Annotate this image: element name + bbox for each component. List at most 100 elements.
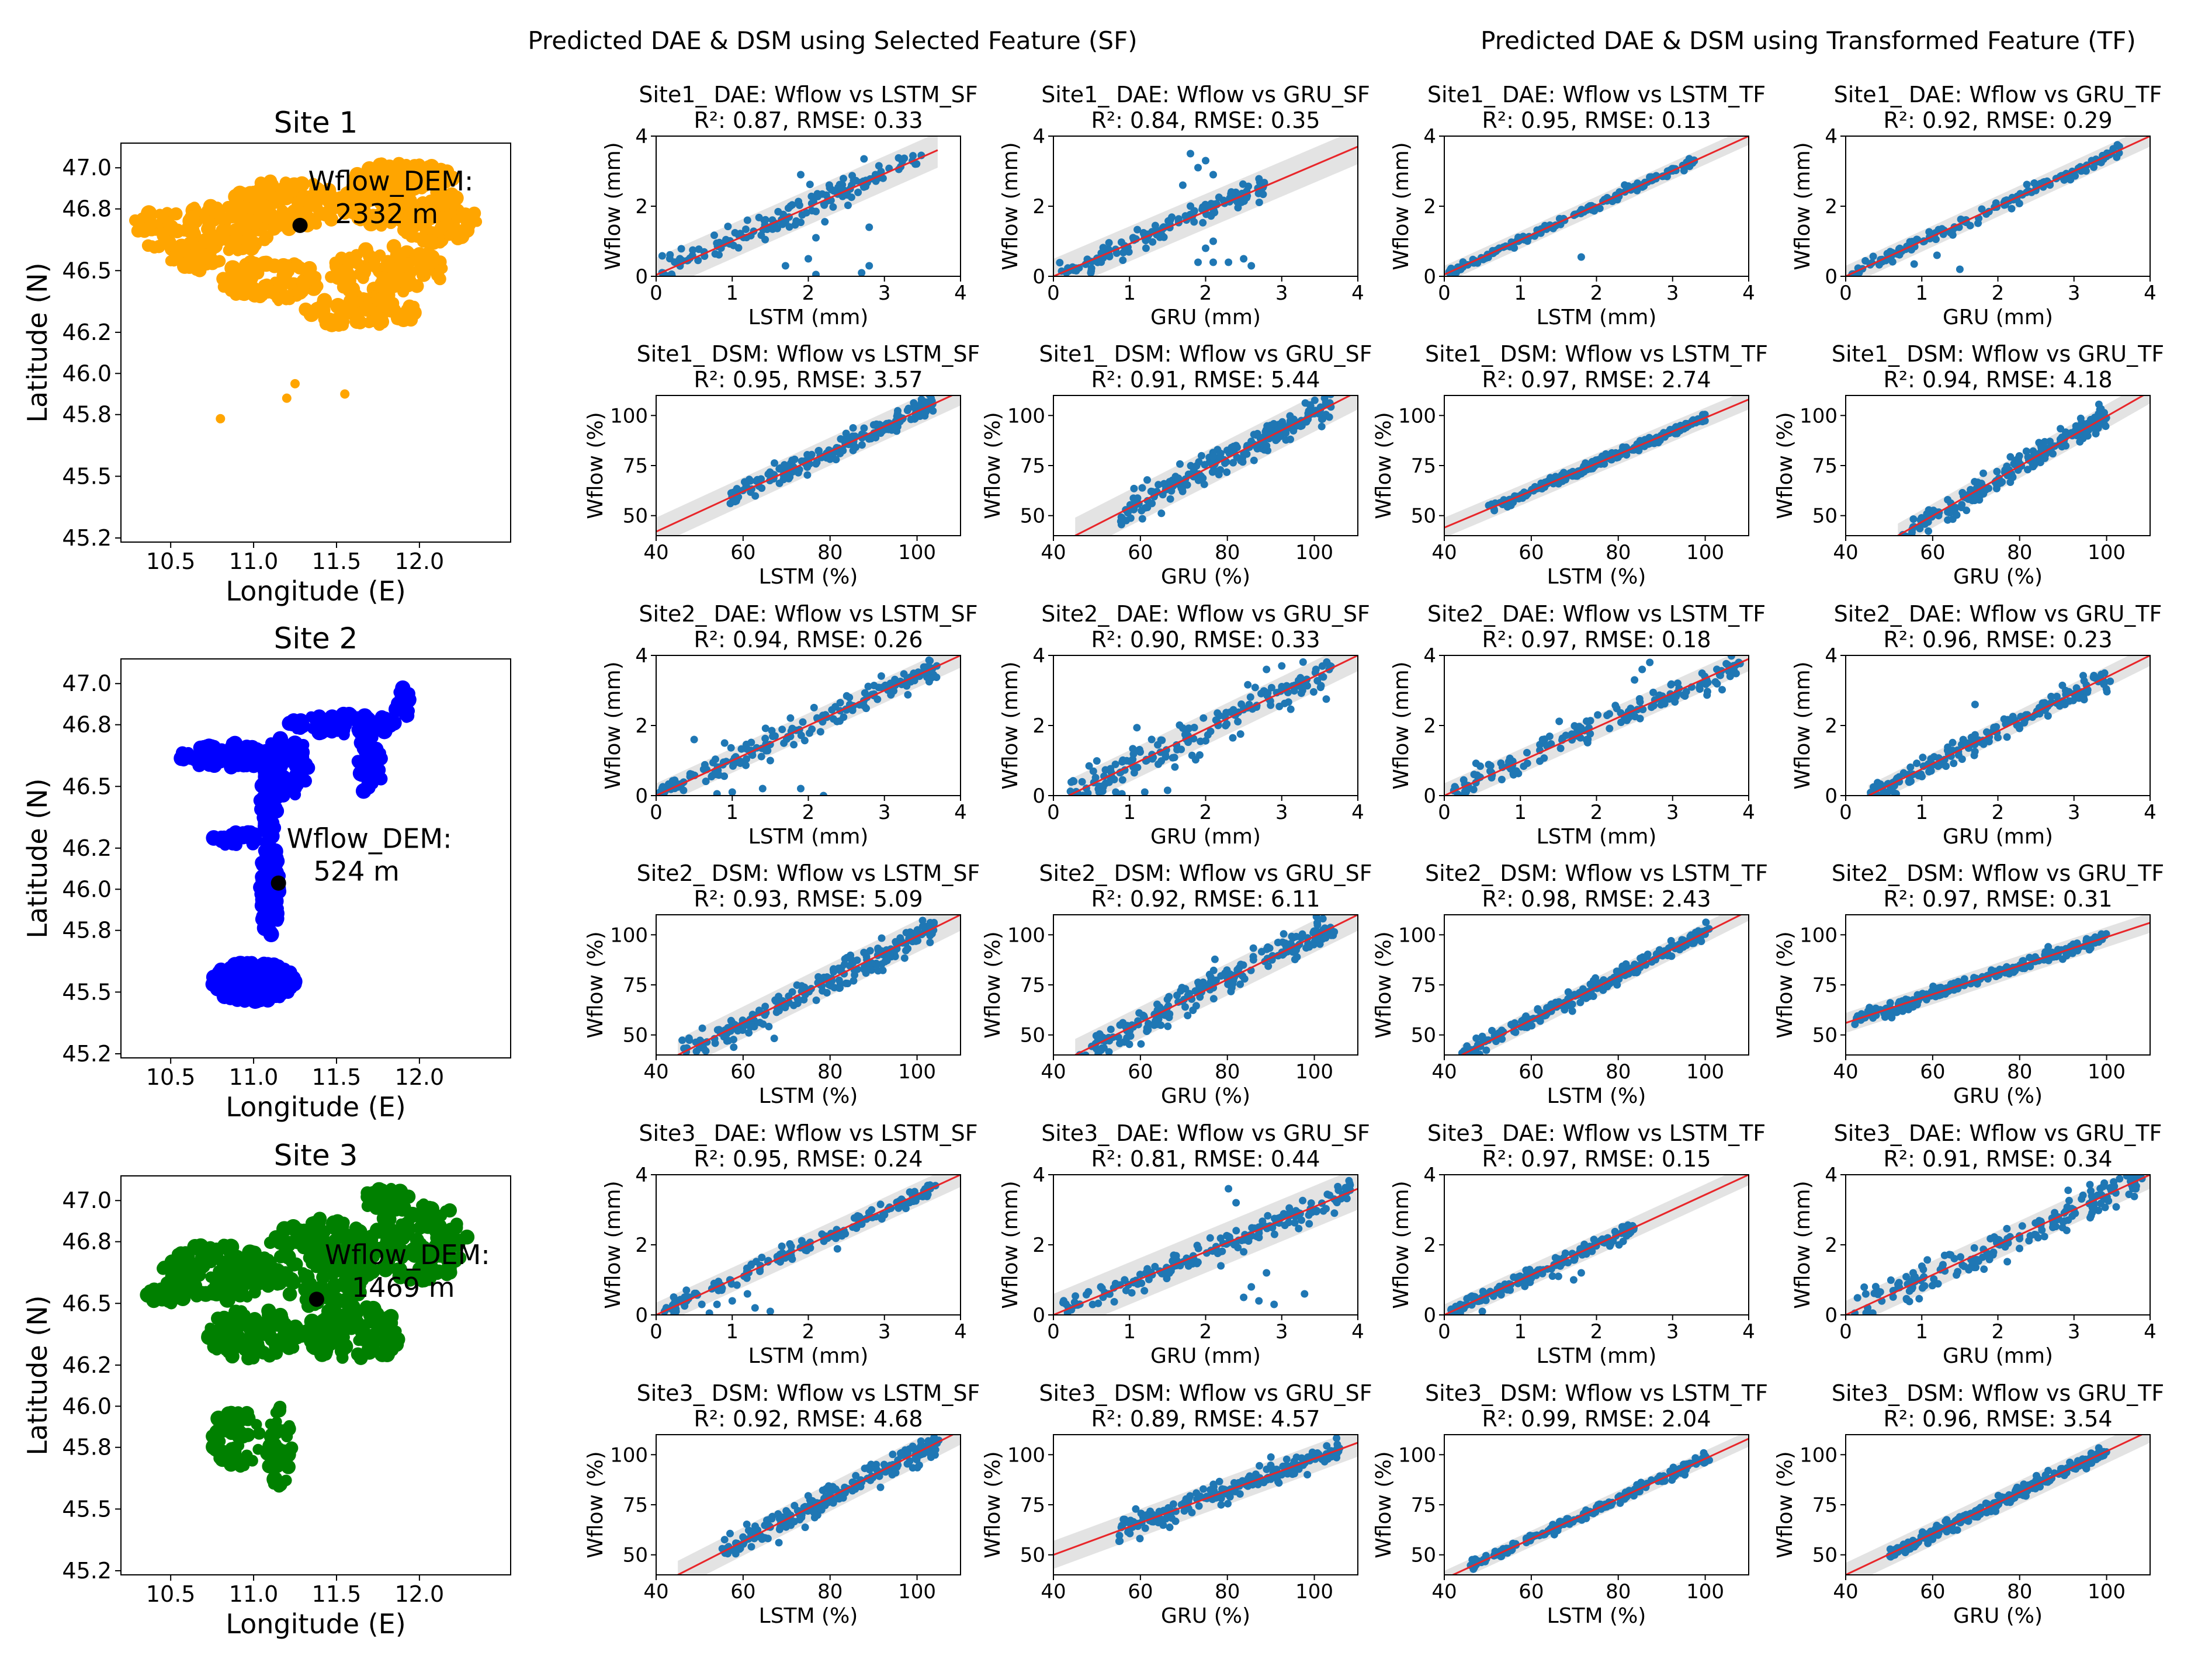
data-point — [2053, 692, 2061, 700]
x-axis-label: LSTM (%) — [1547, 565, 1646, 589]
catchment-cell — [184, 210, 200, 225]
catchment-cell — [397, 693, 414, 709]
data-point — [2092, 429, 2100, 438]
data-point — [710, 231, 718, 239]
data-point — [1118, 515, 1126, 522]
catchment-cell — [354, 1272, 369, 1287]
x-tick-label: 80 — [2007, 541, 2032, 564]
catchment-cell — [373, 1223, 389, 1238]
catchment-cell — [318, 1344, 332, 1359]
data-point — [1111, 761, 1119, 768]
data-point — [779, 210, 788, 218]
data-point — [1197, 472, 1205, 480]
data-point — [1953, 511, 1961, 519]
catchment-cell — [380, 1313, 396, 1328]
data-point — [1971, 497, 1979, 505]
y-axis-label: Wflow (mm) — [601, 142, 625, 270]
plot-area — [1846, 136, 2150, 276]
data-point — [1216, 453, 1225, 461]
data-point — [1267, 683, 1275, 692]
catchment-cell — [414, 181, 425, 192]
catchment-cell — [258, 766, 271, 778]
catchment-cell — [264, 970, 276, 983]
data-point — [1207, 727, 1215, 735]
data-point — [2062, 442, 2070, 450]
data-point — [1947, 228, 1954, 237]
data-point — [2047, 692, 2055, 700]
catchment-cell — [324, 213, 337, 225]
data-point — [1252, 431, 1260, 439]
data-point — [679, 786, 688, 794]
x-tick-label: 60 — [1128, 541, 1153, 564]
data-point — [1613, 704, 1621, 713]
catchment-cell — [398, 183, 414, 199]
data-point — [858, 441, 866, 449]
data-point — [677, 245, 685, 253]
data-point — [1727, 655, 1735, 660]
data-point — [1577, 724, 1585, 732]
data-point — [1200, 480, 1208, 488]
catchment-cell — [208, 1242, 225, 1259]
y-axis-label: Latitude (N) — [22, 262, 53, 422]
data-point — [1523, 749, 1531, 756]
data-point — [1236, 730, 1244, 738]
data-point — [1183, 481, 1191, 489]
catchment-cell — [376, 271, 388, 283]
catchment-cell — [311, 280, 324, 293]
x-tick-label: 4 — [954, 282, 967, 305]
catchment-cell — [261, 1309, 274, 1321]
x-tick-label: 80 — [817, 541, 843, 564]
data-point — [1909, 515, 1918, 523]
x-axis-label: GRU (%) — [1161, 565, 1250, 589]
catchment-cell — [290, 379, 300, 388]
panel-metrics: R²: 0.97, RMSE: 0.18 — [1482, 627, 1711, 652]
data-point — [675, 256, 683, 264]
x-tick-label: 1 — [726, 282, 739, 305]
x-tick-label: 4 — [1742, 801, 1755, 824]
data-point — [1649, 688, 1658, 696]
catchment-cell — [291, 196, 304, 210]
data-point — [2009, 713, 2017, 721]
data-point — [1138, 515, 1146, 523]
x-axis-label: GRU (mm) — [1150, 306, 1261, 329]
x-tick-label: 100 — [1295, 541, 1333, 564]
data-point — [1208, 468, 1216, 476]
catchment-cell — [456, 209, 470, 223]
y-tick-label: 0 — [1423, 265, 1436, 289]
catchment-cell — [416, 204, 431, 220]
data-point — [1886, 248, 1894, 256]
data-point — [836, 699, 844, 707]
y-tick-label: 2 — [1423, 714, 1436, 738]
data-point — [878, 683, 886, 692]
x-tick-label: 0 — [1047, 801, 1060, 824]
catchment-cell — [374, 249, 386, 261]
data-point — [1327, 395, 1334, 398]
catchment-cell — [434, 221, 448, 235]
y-tick-label: 46.5 — [62, 773, 112, 799]
data-point — [769, 733, 776, 740]
catchment-cell — [225, 286, 237, 297]
data-point — [658, 252, 666, 260]
data-point — [761, 724, 769, 733]
data-point — [771, 459, 778, 467]
y-tick-label: 45.8 — [62, 1435, 112, 1460]
data-point — [827, 186, 835, 194]
catchment-cell — [248, 1273, 262, 1286]
data-point — [1234, 717, 1242, 726]
data-point — [886, 679, 895, 688]
outlier-point — [820, 792, 827, 796]
data-point — [1617, 718, 1625, 726]
catchment-cell — [203, 199, 219, 214]
catchment-cell — [380, 298, 394, 311]
outlier-point — [1638, 665, 1646, 674]
outlier-point — [713, 790, 721, 796]
catchment-cell — [225, 830, 241, 847]
data-point — [1133, 225, 1142, 234]
x-tick-label: 4 — [1742, 282, 1755, 305]
data-point — [1667, 681, 1675, 689]
data-point — [1925, 228, 1933, 236]
data-point — [1703, 691, 1711, 699]
catchment-cell — [345, 1248, 357, 1259]
